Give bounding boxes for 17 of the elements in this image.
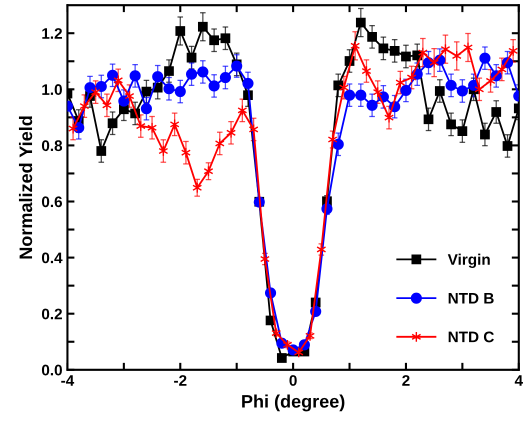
y-tick-label: 0.2 <box>42 308 62 320</box>
y-tick-label: 1.2 <box>42 28 62 39</box>
y-axis-title: Normalized Yield <box>18 116 32 259</box>
y-tick-label: 0.4 <box>42 252 62 264</box>
x-axis-title: Phi (degree) <box>242 394 344 412</box>
legend-label: NTD C <box>448 332 494 342</box>
x-tick-label: 0 <box>289 375 297 386</box>
y-tick-label: 1.0 <box>42 84 62 95</box>
y-tick-label: 0.6 <box>42 196 62 208</box>
y-tick-label: 0.8 <box>42 140 62 152</box>
x-tick-label: -4 <box>61 375 74 386</box>
legend-label: Virgin <box>448 254 490 268</box>
x-tick-label: 4 <box>514 375 523 386</box>
legend-label: NTD B <box>448 292 494 304</box>
x-tick-label: 2 <box>402 375 410 386</box>
y-tick-label: 0.0 <box>42 364 62 376</box>
x-tick-label: -2 <box>174 375 186 386</box>
